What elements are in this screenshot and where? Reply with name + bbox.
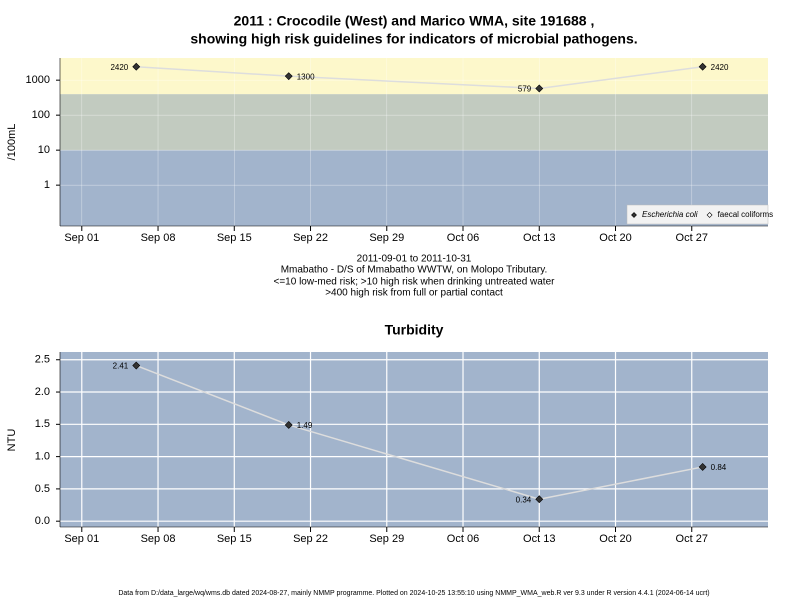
x-tick-label: Sep 08 (141, 533, 176, 545)
x-tick-label: Oct 27 (676, 232, 708, 244)
subtitle: 2011-09-01 to 2011-10-31 (357, 254, 472, 265)
x-tick-label: Sep 29 (369, 232, 404, 244)
data-label: 0.34 (516, 495, 532, 504)
risk-band (60, 58, 768, 95)
y-tick-label: 2.5 (35, 354, 50, 366)
x-tick-label: Sep 22 (293, 533, 328, 545)
data-label: 0.84 (711, 463, 727, 472)
data-label: 2.41 (113, 362, 129, 371)
y-tick-label: 100 (32, 109, 50, 121)
data-label: 579 (518, 85, 532, 94)
x-tick-label: Oct 13 (523, 533, 555, 545)
series-line (136, 65, 703, 90)
y-tick-label: 1000 (26, 74, 50, 86)
x-tick-label: Sep 22 (293, 232, 328, 244)
data-label: 2420 (110, 63, 128, 72)
y-axis-label: /100mL (6, 124, 18, 161)
x-tick-label: Sep 15 (217, 232, 252, 244)
subtitle: >400 high risk from full or partial cont… (325, 288, 503, 299)
data-point (284, 72, 293, 81)
data-label: 1.49 (297, 421, 313, 430)
x-tick-label: Oct 13 (523, 232, 555, 244)
data-point (284, 421, 293, 429)
legend-marker (706, 212, 713, 218)
subtitle: Mmabatho - D/S of Mmabatho WWTW, on Molo… (281, 265, 548, 276)
data-label: 1300 (297, 72, 315, 81)
legend-box (626, 204, 769, 225)
series-line (135, 364, 703, 501)
x-tick-label: Sep 01 (64, 232, 99, 244)
y-tick-label: 0.0 (35, 515, 50, 527)
data-point (535, 495, 544, 504)
data-label: 2420 (711, 63, 729, 72)
data-point (535, 84, 544, 93)
y-tick-label: 2.0 (35, 386, 50, 398)
chart-title: showing high risk guidelines for indicat… (190, 31, 637, 47)
y-axis-label: NTU (6, 429, 18, 452)
legend-marker (631, 212, 637, 218)
y-tick-label: 0.5 (35, 483, 50, 495)
risk-band (60, 94, 768, 151)
x-tick-label: Oct 20 (599, 232, 631, 244)
chart-title: Turbidity (385, 322, 444, 338)
x-tick-label: Sep 01 (64, 533, 99, 545)
y-tick-label: 1.0 (35, 451, 50, 463)
y-tick-label: 1.5 (35, 418, 50, 430)
data-point (698, 62, 707, 71)
x-tick-label: Oct 27 (676, 533, 708, 545)
x-tick-label: Sep 08 (141, 232, 176, 244)
plot-background (60, 352, 768, 527)
footer: Data from D:/data_large/wq/wms.db dated … (118, 590, 709, 597)
data-point (132, 361, 141, 370)
data-point (132, 62, 141, 71)
data-point (698, 463, 707, 471)
legend-label: Escherichia coli (642, 210, 698, 219)
chart-title: 2011 : Crocodile (West) and Marico WMA, … (234, 13, 595, 29)
x-tick-label: Oct 20 (599, 533, 631, 545)
x-tick-label: Sep 29 (369, 533, 404, 545)
legend-label: faecal coliforms (718, 210, 774, 219)
subtitle: <=10 low-med risk; >10 high risk when dr… (274, 277, 556, 288)
y-tick-label: 10 (38, 144, 50, 156)
x-tick-label: Sep 15 (217, 533, 252, 545)
y-tick-label: 1 (44, 179, 50, 191)
x-tick-label: Oct 06 (447, 533, 479, 545)
x-tick-label: Oct 06 (447, 232, 479, 244)
